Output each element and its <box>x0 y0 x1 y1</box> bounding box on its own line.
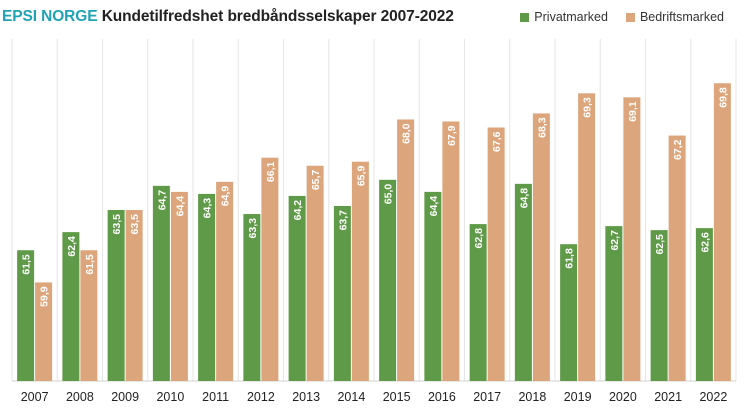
brand-name: EPSI NORGE <box>2 8 98 25</box>
bar-label-privat-2018: 64,8 <box>518 188 530 209</box>
bar-label-privat-2022: 62,6 <box>699 232 711 253</box>
bar-label-privat-2009: 63,5 <box>111 214 123 235</box>
bar-label-privat-2014: 63,7 <box>337 210 349 231</box>
bar-privat-2019 <box>560 244 578 381</box>
x-tick-2022: 2022 <box>699 390 727 404</box>
bar-label-bedrift-2008: 61,5 <box>84 254 96 275</box>
x-tick-2015: 2015 <box>383 390 411 404</box>
bar-privat-2018 <box>514 183 532 381</box>
bar-bedrift-2009 <box>125 210 143 381</box>
x-tick-2016: 2016 <box>428 390 456 404</box>
bar-label-bedrift-2017: 67,6 <box>491 131 503 152</box>
x-tick-2019: 2019 <box>564 390 592 404</box>
bar-label-privat-2010: 64,7 <box>156 190 168 211</box>
bar-label-bedrift-2018: 68,3 <box>536 117 548 138</box>
legend-swatch-privat <box>520 12 530 22</box>
x-tick-2021: 2021 <box>654 390 682 404</box>
bar-label-bedrift-2021: 67,2 <box>672 139 684 160</box>
bar-privat-2014 <box>333 205 351 381</box>
bar-label-privat-2016: 64,4 <box>428 196 440 217</box>
bar-privat-2009 <box>107 210 125 381</box>
bar-bedrift-2010 <box>170 191 188 381</box>
x-tick-2013: 2013 <box>292 390 320 404</box>
bar-label-privat-2011: 64,3 <box>202 198 214 219</box>
bar-label-privat-2021: 62,5 <box>654 234 666 255</box>
bar-privat-2022 <box>695 228 713 381</box>
bar-label-bedrift-2014: 65,9 <box>355 166 367 187</box>
bar-label-privat-2017: 62,8 <box>473 228 485 249</box>
bar-privat-2010 <box>152 185 170 381</box>
x-tick-2008: 2008 <box>66 390 94 404</box>
bar-label-privat-2013: 64,2 <box>292 200 304 221</box>
bar-label-bedrift-2009: 63,5 <box>129 214 141 235</box>
bar-privat-2013 <box>288 195 306 381</box>
x-tick-2009: 2009 <box>111 390 139 404</box>
bar-label-bedrift-2010: 64,4 <box>174 196 186 217</box>
bar-bedrift-2022 <box>713 83 731 382</box>
bar-label-bedrift-2022: 69,8 <box>717 87 729 108</box>
bar-label-bedrift-2015: 68,0 <box>401 123 413 144</box>
bar-bedrift-2019 <box>578 93 596 381</box>
bar-bedrift-2007 <box>35 282 53 381</box>
bar-bedrift-2014 <box>351 161 369 381</box>
bar-bedrift-2018 <box>532 113 550 381</box>
bar-privat-2017 <box>469 224 487 381</box>
x-tick-2010: 2010 <box>156 390 184 404</box>
x-tick-2012: 2012 <box>247 390 275 404</box>
bar-label-privat-2007: 61,5 <box>21 254 33 275</box>
bar-label-bedrift-2016: 67,9 <box>446 125 458 146</box>
bar-privat-2020 <box>605 226 623 381</box>
bar-label-bedrift-2019: 69,3 <box>582 97 594 118</box>
bar-privat-2021 <box>650 230 668 381</box>
bar-label-privat-2020: 62,7 <box>609 230 621 251</box>
bar-privat-2012 <box>243 214 261 381</box>
bar-privat-2011 <box>198 193 216 381</box>
legend-swatch-bedrift <box>625 12 635 22</box>
title-text: Kundetilfredshet bredbåndsselskaper 2007… <box>101 8 454 25</box>
bar-label-bedrift-2011: 64,9 <box>220 186 232 207</box>
bar-privat-2007 <box>17 250 35 381</box>
bar-bedrift-2008 <box>80 250 98 381</box>
x-tick-2007: 2007 <box>21 390 49 404</box>
x-tick-2014: 2014 <box>337 390 365 404</box>
bar-privat-2015 <box>379 179 397 381</box>
bar-bedrift-2013 <box>306 165 324 381</box>
legend-label-privat: Privatmarked <box>534 10 608 24</box>
bar-bedrift-2016 <box>442 121 460 381</box>
bar-privat-2008 <box>62 232 80 381</box>
bar-label-privat-2008: 62,4 <box>66 236 78 257</box>
x-tick-2011: 2011 <box>202 390 229 404</box>
bar-label-bedrift-2020: 69,1 <box>627 101 639 122</box>
bar-label-privat-2015: 65,0 <box>383 184 395 205</box>
bar-bedrift-2017 <box>487 127 505 382</box>
legend-label-bedrift: Bedriftsmarked <box>639 10 724 24</box>
bar-label-bedrift-2012: 66,1 <box>265 162 277 183</box>
bar-bedrift-2015 <box>397 119 415 382</box>
x-tick-2020: 2020 <box>609 390 637 404</box>
bar-bedrift-2011 <box>216 181 234 381</box>
x-tick-2017: 2017 <box>473 390 501 404</box>
legend-item-privat: Privatmarked <box>520 10 608 24</box>
bar-label-bedrift-2013: 65,7 <box>310 170 322 191</box>
chart-title: EPSI NORGE Kundetilfredshet bredbåndssel… <box>2 8 454 26</box>
bar-privat-2016 <box>424 191 442 381</box>
bar-bedrift-2021 <box>668 135 686 381</box>
legend-item-bedrift: Bedriftsmarked <box>625 10 724 24</box>
x-tick-2018: 2018 <box>518 390 546 404</box>
bar-bedrift-2012 <box>261 157 279 381</box>
bar-label-privat-2012: 63,3 <box>247 218 259 239</box>
legend: Privatmarked Bedriftsmarked <box>520 10 724 24</box>
bar-bedrift-2020 <box>623 97 641 381</box>
bar-label-privat-2019: 61,8 <box>564 248 576 269</box>
bar-label-bedrift-2007: 59,9 <box>39 286 51 307</box>
